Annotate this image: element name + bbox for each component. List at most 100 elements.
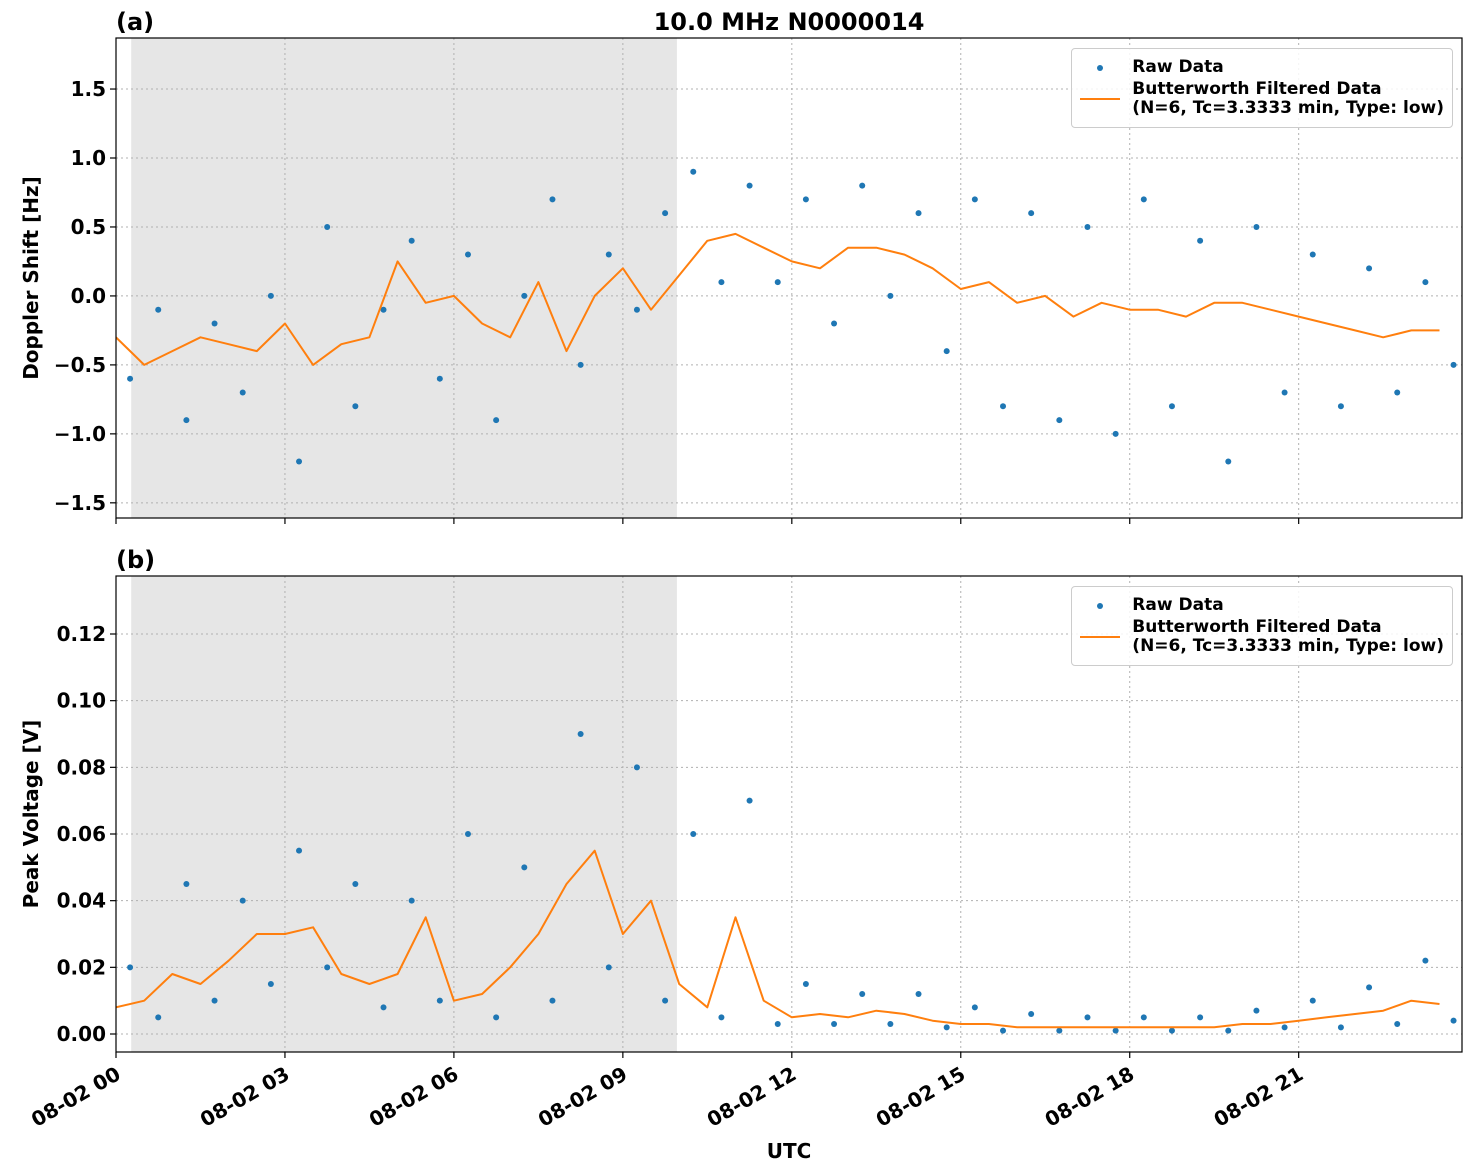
- raw-point: [464, 831, 471, 837]
- raw-point: [352, 403, 359, 410]
- raw-point: [633, 764, 640, 771]
- raw-point: [239, 389, 246, 396]
- legend-label: Raw Data: [1132, 595, 1224, 615]
- x-axis-label: UTC: [767, 1139, 812, 1163]
- raw-point: [436, 375, 443, 382]
- raw-point: [915, 991, 922, 997]
- raw-point: [1140, 1014, 1147, 1021]
- y-tick-label: −1.5: [54, 491, 106, 515]
- raw-point: [493, 417, 500, 424]
- raw-point: [267, 981, 274, 987]
- y-tick-label: 1.5: [71, 77, 106, 101]
- x-tick-label: 08-02 03: [196, 1062, 294, 1132]
- raw-point: [633, 306, 640, 313]
- raw-point: [1084, 1014, 1091, 1021]
- raw-point: [352, 881, 359, 887]
- raw-point: [1140, 196, 1147, 203]
- raw-point: [774, 279, 781, 286]
- raw-point: [577, 361, 584, 368]
- raw-point: [718, 279, 725, 286]
- legend-entry: Butterworth Filtered Data (N=6, Tc=3.333…: [1080, 618, 1444, 656]
- y-tick-label: 0.5: [71, 215, 106, 239]
- raw-point: [943, 348, 950, 355]
- raw-point: [1000, 1027, 1007, 1034]
- legend-entry: Raw Data: [1080, 58, 1444, 77]
- raw-point: [1028, 1011, 1035, 1017]
- legend-entry: Raw Data: [1080, 596, 1444, 615]
- x-tick-label: 08-02 18: [1041, 1062, 1139, 1132]
- raw-point: [1253, 223, 1260, 230]
- raw-point: [1309, 997, 1316, 1004]
- raw-point: [1056, 1027, 1063, 1034]
- y-tick-label: 0.06: [57, 822, 106, 846]
- x-tick-label: 08-02 00: [27, 1062, 125, 1132]
- chart-title: 10.0 MHz N0000014: [654, 8, 925, 36]
- legend-label: Butterworth Filtered Data (N=6, Tc=3.333…: [1132, 617, 1444, 656]
- legend-label: Raw Data: [1132, 57, 1224, 77]
- filtered-line: [116, 232, 1440, 366]
- y-tick-label: 0.00: [57, 1022, 106, 1046]
- raw-point: [802, 196, 809, 203]
- raw-point: [746, 182, 753, 189]
- raw-point: [605, 964, 612, 971]
- raw-point: [1309, 251, 1316, 258]
- raw-point: [718, 1014, 725, 1021]
- legend: Raw Data Butterworth Filtered Data (N=6, …: [1071, 586, 1453, 666]
- raw-point: [127, 375, 134, 382]
- raw-point: [690, 168, 697, 175]
- y-tick-label: 1.0: [71, 146, 106, 170]
- raw-point: [1197, 237, 1204, 244]
- raw-point: [887, 292, 894, 299]
- raw-point: [915, 210, 922, 217]
- panel-label: (b): [116, 546, 155, 574]
- panel-label: (a): [116, 8, 154, 36]
- raw-point: [887, 1021, 894, 1027]
- y-tick-label: 0.10: [57, 689, 106, 713]
- legend-label: Butterworth Filtered Data (N=6, Tc=3.333…: [1132, 79, 1444, 118]
- raw-point: [774, 1021, 781, 1027]
- raw-point: [408, 897, 415, 904]
- raw-point: [324, 223, 331, 230]
- raw-point: [1197, 1014, 1204, 1021]
- raw-point: [183, 417, 190, 424]
- y-tick-label: 0.08: [57, 755, 106, 779]
- x-tick-label: 08-02 06: [365, 1062, 463, 1132]
- raw-point: [211, 320, 218, 327]
- y-tick-label: −1.0: [54, 422, 106, 446]
- raw-point: [521, 292, 528, 299]
- raw-point: [324, 964, 331, 971]
- plot-area: [116, 168, 1457, 465]
- raw-point: [521, 864, 528, 871]
- filtered-line: [116, 849, 1440, 1029]
- shaded-region: [131, 38, 677, 518]
- x-tick-label: 08-02 09: [534, 1062, 632, 1132]
- legend-key: [1080, 596, 1120, 615]
- raw-point: [380, 1004, 387, 1011]
- legend: Raw Data Butterworth Filtered Data (N=6, …: [1071, 48, 1453, 128]
- raw-point: [155, 306, 162, 313]
- shaded-region: [131, 576, 677, 1052]
- raw-point: [662, 997, 669, 1004]
- raw-point: [943, 1024, 950, 1031]
- raw-point: [971, 1004, 978, 1011]
- raw-point: [1253, 1007, 1260, 1014]
- raw-point: [1112, 430, 1119, 437]
- plot-area: [116, 731, 1457, 1034]
- raw-point: [1225, 458, 1232, 465]
- raw-point: [971, 196, 978, 203]
- raw-point: [662, 210, 669, 217]
- raw-point: [831, 320, 838, 327]
- legend-key: [1080, 618, 1121, 638]
- raw-point: [1225, 1027, 1232, 1034]
- raw-point: [1450, 1017, 1457, 1024]
- legend-key: [1080, 58, 1120, 77]
- legend-entry: Butterworth Filtered Data (N=6, Tc=3.333…: [1080, 80, 1444, 118]
- raw-point: [1394, 389, 1401, 396]
- raw-point: [239, 897, 246, 904]
- raw-point: [155, 1014, 162, 1021]
- y-tick-label: 0.0: [71, 284, 106, 308]
- raw-point: [1366, 984, 1373, 991]
- raw-point: [408, 237, 415, 244]
